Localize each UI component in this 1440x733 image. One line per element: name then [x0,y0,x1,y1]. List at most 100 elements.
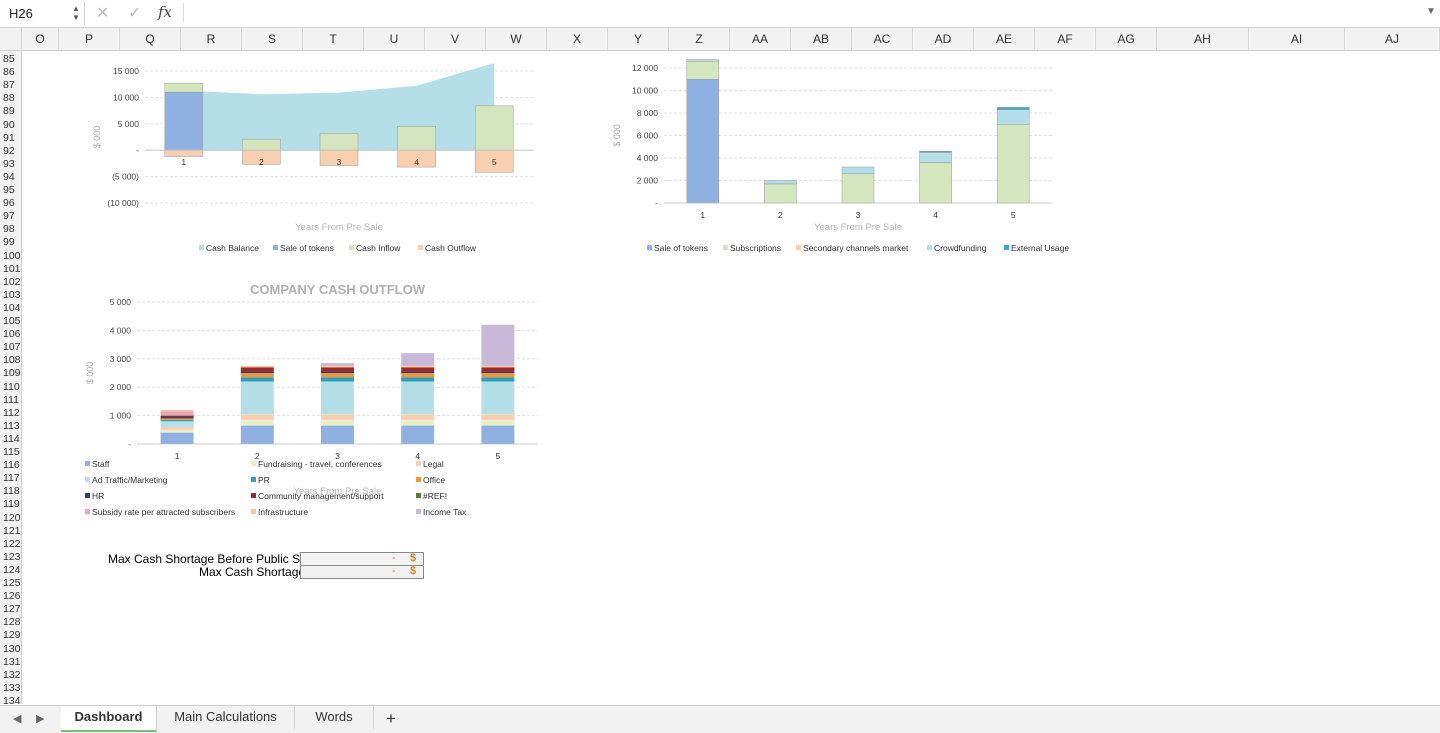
company-cash-outflow-chart[interactable]: COMPANY CASH OUTFLOW 5 000 4 000 3 000 2 000… [80,278,550,523]
tab-main-calculations[interactable]: Main Calculations [157,706,295,730]
column-header-ad[interactable]: AD [913,28,974,50]
column-header-t[interactable]: T [303,28,364,50]
legend-item-hr: HR [92,491,104,501]
max-cash-shortage-value[interactable]: - $ [300,565,424,579]
row-header-108[interactable]: 108 [3,354,21,367]
tab-words[interactable]: Words [295,706,374,730]
row-header-105[interactable]: 105 [3,315,21,327]
row-header-109[interactable]: 109 [3,367,21,380]
legend-swatch-subsidy-rate-per-attracted-subscribers [85,509,90,514]
column-header-p[interactable]: P [59,28,120,50]
row-header-122[interactable]: 122 [3,537,21,550]
row-header-104[interactable]: 104 [3,301,21,314]
row-header-92[interactable]: 92 [3,144,15,157]
row-header-98[interactable]: 98 [3,223,15,236]
cancel-icon[interactable]: ✕ [96,5,110,22]
row-header-90[interactable]: 90 [3,118,15,131]
row-header-103[interactable]: 103 [3,288,21,301]
row-header-125[interactable]: 125 [3,577,21,589]
confirm-icon[interactable]: ✓ [127,5,142,22]
bar-cash-inflow-1 [164,82,204,93]
column-header-ai[interactable]: AI [1249,28,1345,50]
cash-balance-chart[interactable]: 15 000 10 000 5 000 - (5 000) (10 000) $ 000 1 2… [80,55,550,260]
bar-legal-2 [240,414,274,420]
function-icon[interactable]: fx [158,3,173,21]
column-header-r[interactable]: R [181,28,242,50]
y-axis-label: $ 000 [85,362,95,385]
row-header-133[interactable]: 133 [3,681,21,694]
row-header-130[interactable]: 130 [3,642,21,655]
column-header-af[interactable]: AF [1035,28,1096,50]
row-header-102[interactable]: 102 [3,275,21,288]
row-header-94[interactable]: 94 [3,170,15,183]
row-header-106[interactable]: 106 [3,328,21,341]
name-box[interactable]: H26 ▲ ▼ [0,1,85,25]
row-header-115[interactable]: 115 [3,446,20,458]
tab-dashboard[interactable]: Dashboard [61,706,157,732]
column-header-z[interactable]: Z [669,28,730,50]
row-header-107[interactable]: 107 [3,341,21,354]
row-header-112[interactable]: 112 [3,406,20,419]
row-header-91[interactable]: 91 [3,131,15,144]
row-header-119[interactable]: 119 [3,498,20,511]
row-header-126[interactable]: 126 [3,590,21,603]
row-header-85[interactable]: 85 [3,53,15,65]
row-header-89[interactable]: 89 [3,105,15,118]
cell-reference[interactable]: H26 [9,6,33,21]
row-header-110[interactable]: 110 [3,380,20,393]
row-header-134[interactable]: 134 [3,694,21,704]
add-sheet-button[interactable]: + [386,709,396,728]
row-header-99[interactable]: 99 [3,236,15,249]
row-header-86[interactable]: 86 [3,66,15,79]
row-header-101[interactable]: 101 [3,262,21,275]
column-header-o[interactable]: O [22,28,59,50]
column-header-v[interactable]: V [425,28,486,50]
column-header-y[interactable]: Y [608,28,669,50]
column-header-w[interactable]: W [486,28,547,50]
column-header-aj[interactable]: AJ [1345,28,1440,50]
row-header-124[interactable]: 124 [3,563,21,576]
row-header-128[interactable]: 128 [3,616,21,629]
formula-input[interactable] [190,5,1410,21]
max-cash-shortage-before-public-sale-value[interactable]: - $ [300,552,424,566]
chart-title: COMPANY CASH OUTFLOW [250,282,426,297]
column-header-u[interactable]: U [364,28,425,50]
row-header-111[interactable]: 111 [3,393,19,406]
column-header-ag[interactable]: AG [1096,28,1157,50]
column-header-aa[interactable]: AA [730,28,791,50]
row-header-113[interactable]: 113 [3,419,20,432]
legend-swatch-sale-of-tokens [647,245,652,250]
row-header-97[interactable]: 97 [3,210,15,223]
next-sheet-icon[interactable]: ▶ [36,713,45,725]
row-header-88[interactable]: 88 [3,92,15,105]
y-tick-label: 4 000 [110,325,132,335]
row-header-87[interactable]: 87 [3,79,15,92]
row-header-116[interactable]: 116 [3,459,20,472]
column-header-x[interactable]: X [547,28,608,50]
row-header-123[interactable]: 123 [3,550,21,563]
row-header-96[interactable]: 96 [3,197,15,210]
row-header-127[interactable]: 127 [3,603,21,616]
row-header-114[interactable]: 114 [3,432,20,445]
chevron-down-icon[interactable]: ▼ [1426,6,1436,17]
row-header-95[interactable]: 95 [3,184,15,196]
column-header-ae[interactable]: AE [974,28,1035,50]
column-header-ab[interactable]: AB [791,28,852,50]
row-header-132[interactable]: 132 [3,668,21,681]
previous-sheet-icon[interactable]: ◀ [13,713,22,725]
inflow-breakdown-chart[interactable]: 12 000 10 000 8 000 6 000 4 000 2 000 - $ 000 1 2… [600,55,1100,260]
column-header-ac[interactable]: AC [852,28,913,50]
column-header-ah[interactable]: AH [1157,28,1249,50]
name-box-spinner-icon[interactable]: ▲ ▼ [72,4,80,22]
select-all-corner[interactable] [0,28,22,50]
column-header-q[interactable]: Q [120,28,181,50]
row-header-121[interactable]: 121 [3,524,21,537]
row-header-118[interactable]: 118 [3,485,20,498]
row-header-129[interactable]: 129 [3,629,21,642]
column-header-s[interactable]: S [242,28,303,50]
row-header-93[interactable]: 93 [3,157,15,170]
row-header-100[interactable]: 100 [3,249,21,262]
row-header-131[interactable]: 131 [3,655,21,668]
row-header-120[interactable]: 120 [3,511,21,524]
row-header-117[interactable]: 117 [3,472,20,485]
